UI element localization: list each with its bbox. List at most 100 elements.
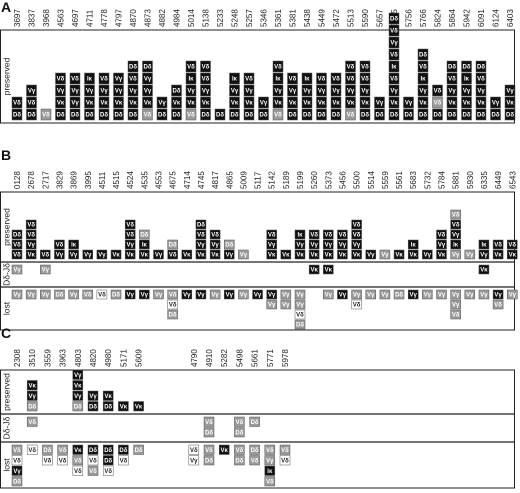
marker-box: Dδ [432,108,443,121]
marker-box: Vγ [87,390,99,401]
box [478,289,490,300]
marker-box: Vδ [209,229,221,240]
box [337,249,348,260]
box-label: Vγ [367,253,375,259]
box-label: Vκ [74,383,82,389]
box-label: Dδ [129,65,137,71]
box [26,401,38,412]
marker-box: Vγ [388,84,400,97]
marker-box: Vγ [475,84,487,97]
marker-box: Vδ [432,96,443,109]
box-label: Vδ [251,458,259,464]
box [450,299,461,310]
box [308,249,320,260]
box-label: Vκ [173,101,181,107]
marker-box: Iκ [407,239,419,250]
box [504,108,516,121]
marker-box: Vδ [72,455,84,466]
box [142,96,153,109]
box-label: Vγ [492,101,500,107]
marker-box: Vγ [26,390,38,401]
box-label: Vκ [480,268,488,274]
marker-box: Dδ [294,319,306,330]
box [42,455,53,466]
box [294,239,306,250]
box-label: Vγ [424,253,432,259]
marker-box: Iκ [461,72,472,85]
marker-box: Vδ [82,289,93,300]
box [55,96,66,109]
box [26,108,37,121]
box-label: Vδ [126,223,134,229]
marker-box: Vκ [417,96,429,109]
box [308,239,320,250]
box-label: Vκ [86,101,94,107]
marker-box: Vγ [209,239,221,250]
marker-box: Vκ [436,249,447,260]
marker-box: Vγ [200,84,211,97]
box [84,96,95,109]
column-id: 6335 [480,171,489,189]
box-label: Dδ [119,448,127,454]
marker-box: Vκ [294,249,306,260]
box-label: Dδ [43,448,51,454]
marker-box: Vδ [492,239,504,250]
box [234,427,245,438]
marker-box: Vδ [351,219,362,230]
box-label: Vγ [509,293,517,299]
box-label: Vγ [129,89,137,95]
box [55,84,66,97]
marker-box: Vγ [264,455,276,466]
marker-box: Vδ [249,455,260,466]
box [54,239,65,250]
box [26,444,38,455]
box [504,84,516,97]
marker-box: Dδ [287,108,298,121]
box-label: Vγ [190,458,198,464]
marker-box: Vγ [266,299,277,310]
box [185,72,197,85]
column-id: 5824 [434,9,443,27]
box-label: Vδ [13,448,21,454]
marker-box: Vδ [450,209,461,220]
box [351,219,362,230]
box-label: Vδ [13,458,21,464]
box-label: Vκ [100,101,108,107]
box [142,84,153,97]
marker-box: Vδ [359,72,371,85]
marker-box: Vκ [72,380,84,391]
box-label: Vγ [13,469,21,475]
marker-box: Vδ [54,239,65,250]
marker-box: Dδ [374,108,385,121]
box-label: Vδ [353,233,361,239]
marker-box: Vκ [218,444,230,455]
box [294,229,306,240]
box [55,72,66,85]
box [403,96,414,109]
box-label: Vγ [361,89,369,95]
box [110,249,122,260]
box-label: Dδ [506,113,514,119]
box [127,96,139,109]
box-label: Vγ [115,77,123,83]
box-label: Vκ [141,253,149,259]
box-label: Vγ [452,253,460,259]
marker-box: Vκ [351,249,362,260]
marker-box: Dδ [475,60,487,73]
marker-box: Vδ [279,455,291,466]
box [323,264,334,275]
box [171,84,182,97]
box-label: Vκ [347,101,355,107]
box [200,72,211,85]
box [26,96,37,109]
column-id: 4511 [98,171,107,189]
column-id: 5260 [310,171,319,189]
marker-box: Dδ [224,239,235,250]
box-label: Iκ [87,77,93,83]
box [436,289,447,300]
box-label: Vγ [381,293,389,299]
box [388,84,400,97]
box-label: Dδ [55,293,63,299]
box [203,416,215,427]
box [266,249,277,260]
